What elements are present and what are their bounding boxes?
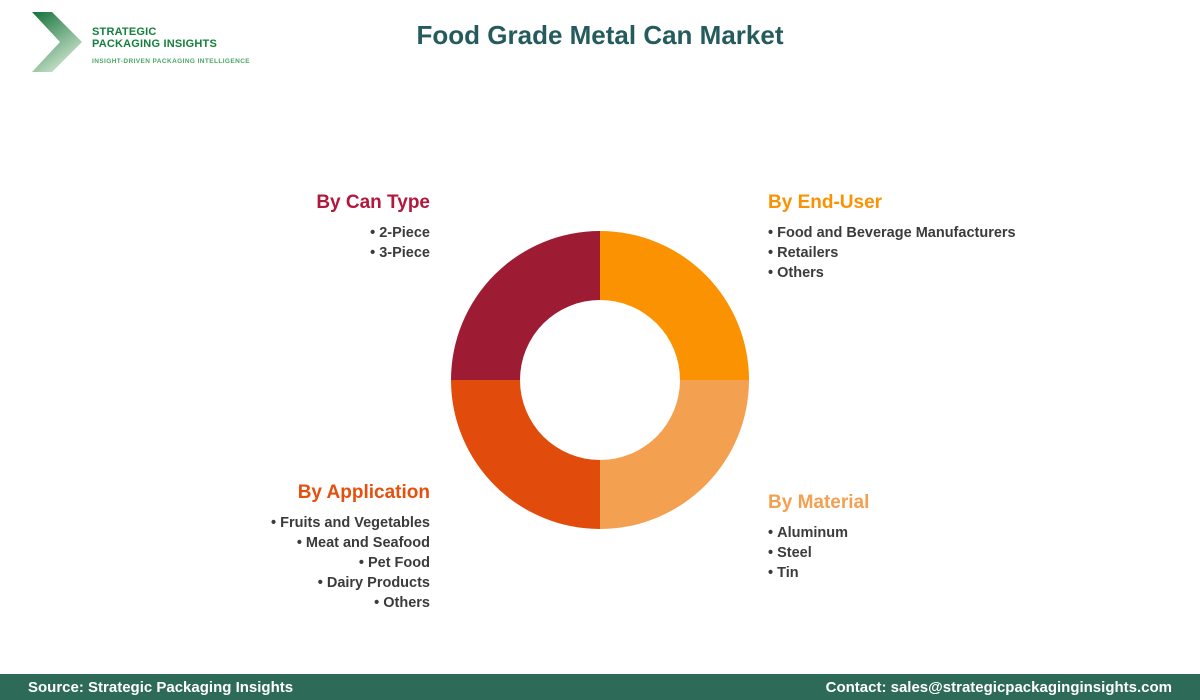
segment-block-material: By Material AluminumSteelTin: [768, 492, 1018, 583]
footer-source: Source: Strategic Packaging Insights: [28, 678, 294, 696]
list-item: Aluminum: [768, 523, 1018, 543]
segment-list-material: AluminumSteelTin: [768, 523, 1018, 583]
segment-heading-application: By Application: [297, 482, 430, 503]
footer-contact: Contact: sales@strategicpackaginginsight…: [825, 678, 1172, 696]
segment-block-end-user: By End-User Food and Beverage Manufactur…: [768, 192, 1048, 283]
chevron-logo-icon: [32, 12, 82, 72]
segment-list-application: Fruits and VegetablesMeat and SeafoodPet…: [180, 513, 430, 613]
segment-block-can-type: By Can Type 2-Piece3-Piece: [180, 192, 430, 263]
list-item: Steel: [768, 543, 1018, 563]
list-item: Others: [768, 263, 1048, 283]
logo-line-2: PACKAGING INSIGHTS: [92, 38, 218, 50]
donut-slice-by-application: [451, 380, 600, 529]
logo-text: STRATEGIC PACKAGING INSIGHTS INSIGHT-DRI…: [92, 12, 250, 65]
list-item: Pet Food: [180, 553, 430, 573]
list-item: Others: [180, 593, 430, 613]
page-title: Food Grade Metal Can Market: [416, 20, 784, 50]
logo-line-1: STRATEGIC: [92, 26, 157, 38]
list-item: Fruits and Vegetables: [180, 513, 430, 533]
segment-list-end-user: Food and Beverage ManufacturersRetailers…: [768, 223, 1048, 283]
list-item: 3-Piece: [180, 243, 430, 263]
segment-list-can-type: 2-Piece3-Piece: [180, 223, 430, 263]
segment-block-application: By Application Fruits and VegetablesMeat…: [180, 482, 430, 613]
donut-chart: [451, 231, 749, 529]
segment-heading-can-type: By Can Type: [316, 192, 430, 213]
segment-heading-end-user: By End-User: [768, 192, 883, 213]
list-item: Meat and Seafood: [180, 533, 430, 553]
list-item: Retailers: [768, 243, 1048, 263]
company-logo: STRATEGIC PACKAGING INSIGHTS INSIGHT-DRI…: [32, 12, 250, 72]
logo-tagline: INSIGHT-DRIVEN PACKAGING INTELLIGENCE: [92, 58, 251, 65]
list-item: 2-Piece: [180, 223, 430, 243]
footer-bar: Source: Strategic Packaging Insights Con…: [0, 674, 1200, 700]
list-item: Tin: [768, 563, 1018, 583]
donut-slice-by-material: [600, 380, 749, 529]
donut-slice-by-end-user: [600, 231, 749, 380]
donut-slice-by-can-type: [451, 231, 600, 380]
segment-heading-material: By Material: [768, 492, 870, 513]
list-item: Food and Beverage Manufacturers: [768, 223, 1048, 243]
list-item: Dairy Products: [180, 573, 430, 593]
